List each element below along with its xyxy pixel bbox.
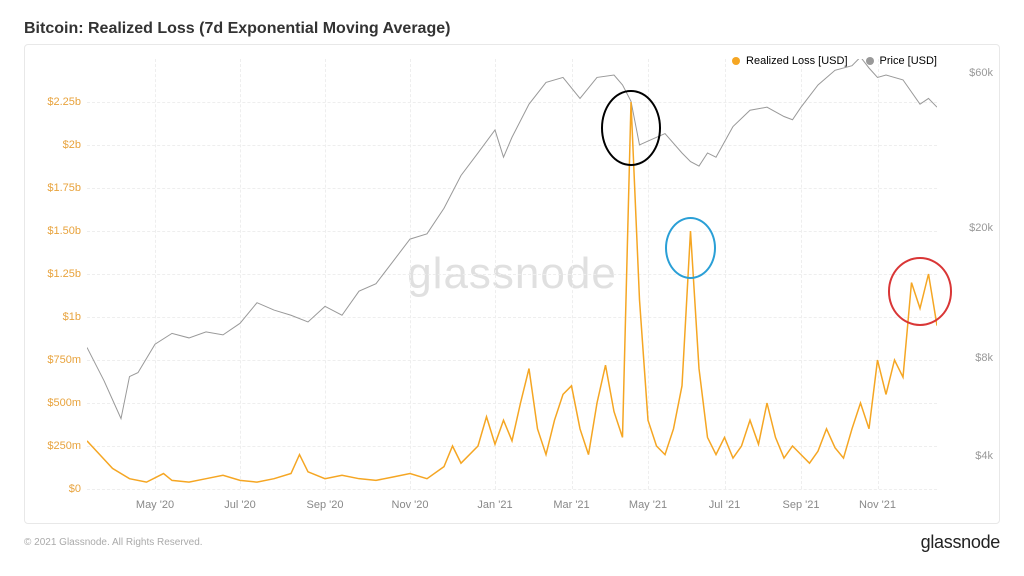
x-tick: Sep '20	[307, 499, 344, 511]
x-tick: Mar '21	[553, 499, 589, 511]
y-left-tick: $250m	[29, 440, 81, 452]
footer: © 2021 Glassnode. All Rights Reserved. g…	[24, 532, 1000, 553]
y-right-tick: $20k	[969, 222, 993, 234]
y-left-tick: $2.25b	[29, 96, 81, 108]
y-left-tick: $750m	[29, 354, 81, 366]
x-tick: Nov '20	[392, 499, 429, 511]
y-left-tick: $1.25b	[29, 268, 81, 280]
y-right-tick: $8k	[975, 352, 993, 364]
chart-container: Bitcoin: Realized Loss (7d Exponential M…	[0, 0, 1024, 567]
glassnode-logo: glassnode	[921, 532, 1000, 553]
x-tick: May '21	[629, 499, 667, 511]
chart-box: Realized Loss [USD] Price [USD] glassnod…	[24, 44, 1000, 524]
y-left-tick: $1b	[29, 311, 81, 323]
x-tick: May '20	[136, 499, 174, 511]
x-tick: Nov '21	[859, 499, 896, 511]
x-tick: Jul '20	[224, 499, 255, 511]
y-left-tick: $2b	[29, 139, 81, 151]
y-left-tick: $1.75b	[29, 182, 81, 194]
chart-title: Bitcoin: Realized Loss (7d Exponential M…	[24, 20, 1000, 38]
y-right-tick: $4k	[975, 450, 993, 462]
chart-svg	[87, 59, 937, 489]
y-right-tick: $60k	[969, 67, 993, 79]
x-tick: Sep '21	[783, 499, 820, 511]
plot-area: glassnode $0$250m$500m$750m$1b$1.25b$1.5…	[87, 59, 937, 489]
copyright: © 2021 Glassnode. All Rights Reserved.	[24, 537, 203, 548]
x-tick: Jul '21	[709, 499, 740, 511]
y-left-tick: $1.50b	[29, 225, 81, 237]
x-tick: Jan '21	[477, 499, 512, 511]
y-left-tick: $0	[29, 483, 81, 495]
y-left-tick: $500m	[29, 397, 81, 409]
